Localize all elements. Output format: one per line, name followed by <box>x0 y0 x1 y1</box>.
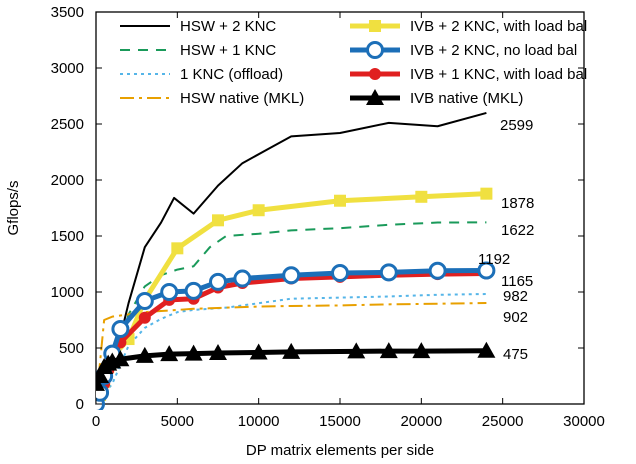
legend-marker <box>369 68 381 80</box>
series-ivb-native-mkl <box>87 342 495 391</box>
x-tick-label: 10000 <box>238 413 280 430</box>
x-tick-label: 5000 <box>161 413 194 430</box>
legend-label: IVB + 2 KNC, no load bal <box>410 42 577 59</box>
data-point-ivb-2-knc-with-load-bal <box>480 188 492 200</box>
y-tick-label: 2500 <box>51 116 84 133</box>
data-point-ivb-2-knc-with-load-bal <box>415 191 427 203</box>
data-point-ivb-2-knc-with-load-bal <box>171 242 183 254</box>
data-point-ivb-2-knc-no-load-bal <box>113 321 128 336</box>
legend-label: HSW + 2 KNC <box>180 18 276 35</box>
legend-marker <box>368 43 383 58</box>
end-value-label: 1192 <box>478 251 510 268</box>
legend-item-1-knc-offload: 1 KNC (offload) <box>120 66 283 83</box>
legend-item-ivb-native-mkl: IVB native (MKL) <box>350 89 523 107</box>
series-line-ivb-1-knc-with-load-bal <box>96 274 486 404</box>
legend-marker <box>369 20 381 32</box>
legend-label: IVB + 1 KNC, with load bal <box>410 66 587 83</box>
legend-item-hsw-1-knc: HSW + 1 KNC <box>120 42 276 59</box>
x-axis-label: DP matrix elements per side <box>246 442 434 459</box>
y-tick-label: 3500 <box>51 4 84 21</box>
y-axis-label: Gflops/s <box>5 180 22 235</box>
data-point-ivb-2-knc-with-load-bal <box>253 204 265 216</box>
x-tick-label: 0 <box>92 413 100 430</box>
data-point-ivb-2-knc-no-load-bal <box>235 271 250 286</box>
end-value-label: 2599 <box>500 117 533 134</box>
legend-item-ivb-2-knc-no-load-bal: IVB + 2 KNC, no load bal <box>350 42 577 59</box>
data-point-ivb-2-knc-with-load-bal <box>212 214 224 226</box>
data-point-ivb-2-knc-no-load-bal <box>186 283 201 298</box>
legend-label: HSW + 1 KNC <box>180 42 276 59</box>
series-hsw-2-knc <box>96 113 486 404</box>
end-value-label: 1165 <box>501 273 533 290</box>
legend-item-hsw-native-mkl: HSW native (MKL) <box>120 90 304 107</box>
x-tick-label: 25000 <box>482 413 524 430</box>
series-line-hsw-2-knc <box>96 113 486 404</box>
data-point-ivb-1-knc-with-load-bal <box>139 312 151 324</box>
end-value-label: 982 <box>503 288 528 305</box>
y-tick-label: 3000 <box>51 60 84 77</box>
y-tick-label: 0 <box>76 396 84 413</box>
data-point-ivb-2-knc-no-load-bal <box>284 268 299 283</box>
data-point-ivb-2-knc-with-load-bal <box>334 195 346 207</box>
y-tick-label: 1000 <box>51 284 84 301</box>
legend-label: IVB + 2 KNC, with load bal <box>410 18 587 35</box>
end-value-label: 475 <box>503 346 528 363</box>
series-ivb-2-knc-no-load-bal <box>89 263 494 412</box>
legend-item-ivb-1-knc-with-load-bal: IVB + 1 KNC, with load bal <box>350 66 587 83</box>
legend-label: 1 KNC (offload) <box>180 66 283 83</box>
legend-label: IVB native (MKL) <box>410 90 523 107</box>
data-point-ivb-2-knc-no-load-bal <box>333 265 348 280</box>
legend-item-hsw-2-knc: HSW + 2 KNC <box>120 18 276 35</box>
data-point-ivb-2-knc-no-load-bal <box>211 274 226 289</box>
y-tick-label: 2000 <box>51 172 84 189</box>
end-value-label: 902 <box>503 309 528 326</box>
x-tick-label: 20000 <box>400 413 442 430</box>
series-line-ivb-2-knc-no-load-bal <box>96 270 486 404</box>
x-tick-label: 30000 <box>563 413 605 430</box>
series-layer <box>87 113 495 412</box>
end-value-label: 1878 <box>501 195 534 212</box>
legend-item-ivb-2-knc-with-load-bal: IVB + 2 KNC, with load bal <box>350 18 587 35</box>
end-label-layer: 2599 1622 982 902 1878 1192 1165 475 <box>478 117 534 363</box>
data-point-ivb-2-knc-no-load-bal <box>430 263 445 278</box>
y-tick-label: 1500 <box>51 228 84 245</box>
legend: HSW + 2 KNC HSW + 1 KNC 1 KNC (offload) HSW… <box>120 18 587 107</box>
y-tick-label: 500 <box>59 340 84 357</box>
data-point-ivb-2-knc-no-load-bal <box>137 293 152 308</box>
legend-label: HSW native (MKL) <box>180 90 304 107</box>
data-point-ivb-2-knc-no-load-bal <box>381 265 396 280</box>
x-tick-label: 15000 <box>319 413 361 430</box>
end-value-label: 1622 <box>501 222 534 239</box>
data-point-ivb-2-knc-no-load-bal <box>162 285 177 300</box>
